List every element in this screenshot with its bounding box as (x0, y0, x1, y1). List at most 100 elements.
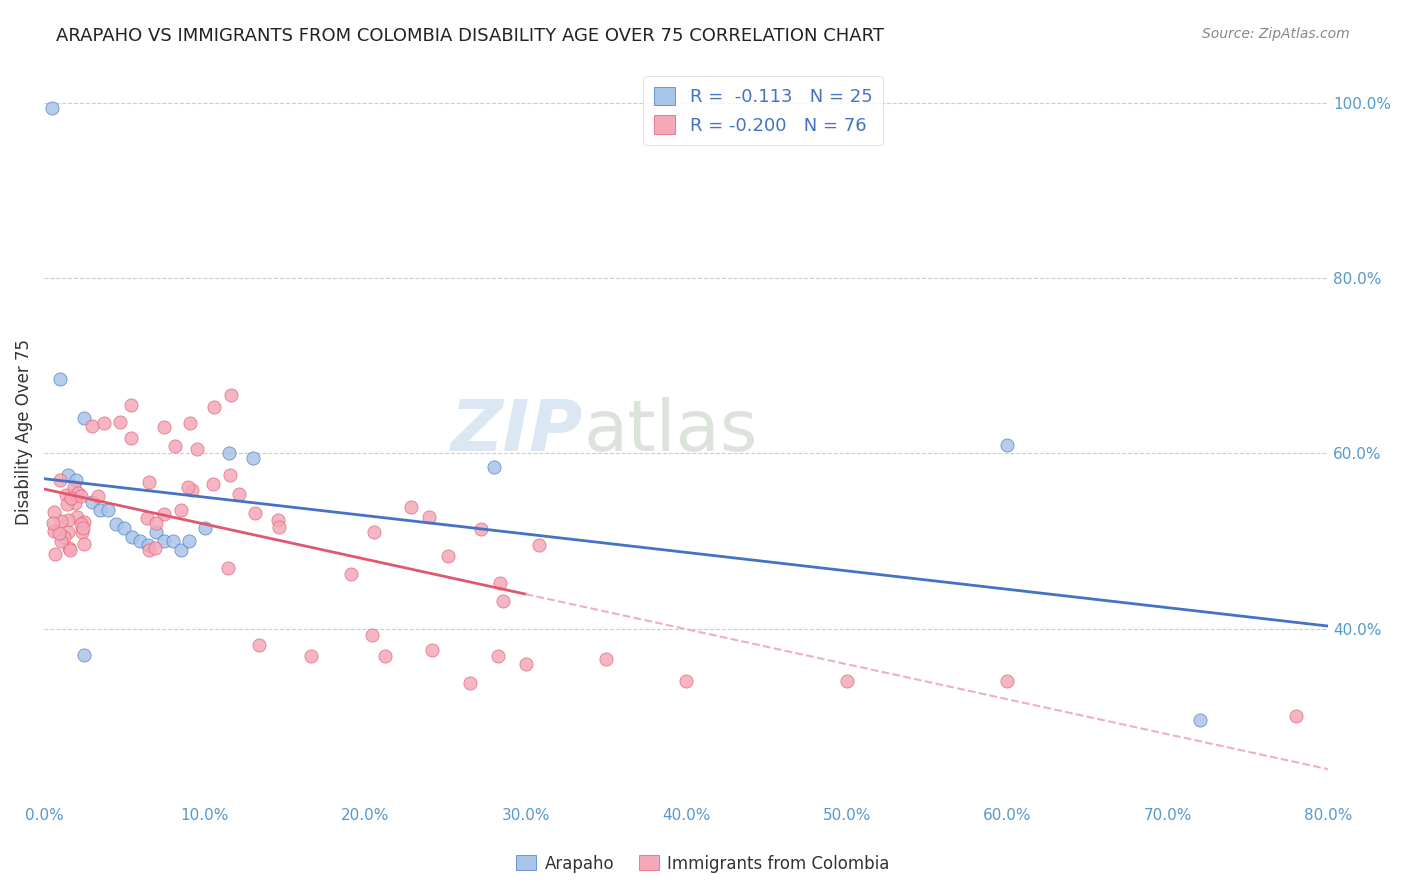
Point (56, 524, 79, 539)
Point (138, 538, 160, 552)
Point (93, 416, 115, 430)
Point (269, 520, 291, 534)
Point (105, 516, 128, 531)
Point (418, 510, 440, 524)
Point (153, 534, 176, 549)
Point (194, 521, 217, 535)
Point (145, 516, 167, 530)
Point (136, 511, 159, 525)
Point (242, 450, 264, 465)
Point (515, 657, 537, 671)
Point (153, 507, 176, 521)
Point (181, 483, 204, 497)
Point (340, 567, 363, 582)
Point (177, 534, 200, 549)
Point (72, 515, 94, 529)
Point (835, 674, 858, 689)
Point (221, 388, 243, 402)
Point (228, 486, 250, 500)
Point (186, 442, 208, 457)
Point (49, 514, 72, 528)
Point (145, 525, 167, 540)
Point (66, 486, 89, 500)
Point (44, 548, 66, 562)
Point (55, 488, 77, 502)
Point (87, 489, 110, 503)
Text: atlas: atlas (583, 397, 758, 467)
Point (129, 534, 152, 549)
Legend: Arapaho, Immigrants from Colombia: Arapaho, Immigrants from Colombia (509, 848, 897, 880)
Point (53, 530, 76, 544)
Point (218, 446, 240, 460)
Point (44, 524, 66, 539)
Point (73, 411, 96, 425)
Point (675, 674, 697, 689)
Point (58, 513, 80, 527)
Point (41, 101, 63, 115)
Point (995, 438, 1018, 452)
Point (58, 541, 80, 555)
Point (82, 419, 104, 434)
Point (492, 594, 515, 608)
Point (363, 525, 385, 540)
Point (374, 648, 396, 663)
Point (202, 401, 225, 415)
Point (243, 506, 266, 520)
Point (489, 575, 512, 590)
Point (460, 676, 482, 690)
Point (59, 542, 82, 557)
Point (65, 496, 87, 510)
Point (153, 419, 176, 434)
Point (82, 494, 104, 508)
Point (120, 431, 142, 445)
Point (169, 542, 191, 557)
Point (399, 500, 422, 514)
Point (1188, 714, 1211, 728)
Point (177, 480, 200, 494)
Point (163, 439, 186, 453)
Point (73, 648, 96, 662)
Point (162, 534, 184, 549)
Point (120, 398, 142, 412)
Point (108, 415, 131, 429)
Point (112, 521, 135, 535)
Legend: R =  -0.113   N = 25, R = -0.200   N = 76: R = -0.113 N = 25, R = -0.200 N = 76 (643, 76, 883, 145)
Point (66, 509, 89, 524)
Point (170, 503, 193, 517)
Text: Source: ZipAtlas.com: Source: ZipAtlas.com (1202, 27, 1350, 41)
Point (360, 627, 382, 641)
Point (420, 643, 443, 657)
Point (121, 530, 143, 544)
Point (1285, 709, 1308, 723)
Point (97, 503, 120, 517)
Point (995, 674, 1018, 689)
Point (89, 503, 111, 517)
Point (595, 652, 617, 666)
Point (44, 505, 66, 519)
Point (437, 549, 460, 563)
Point (143, 541, 166, 555)
Point (56, 468, 79, 483)
Point (72, 520, 94, 534)
Point (73, 537, 96, 551)
Point (63, 480, 86, 494)
Point (55, 497, 77, 511)
Point (70, 516, 93, 531)
Point (527, 538, 550, 552)
Point (217, 561, 239, 575)
Point (48, 526, 70, 541)
Point (48, 473, 70, 487)
Point (482, 459, 505, 474)
Point (70, 524, 93, 539)
Point (65, 473, 87, 487)
Point (486, 648, 509, 663)
Point (247, 638, 270, 652)
Point (219, 468, 242, 483)
Point (51, 533, 73, 548)
Point (49, 372, 72, 386)
Text: ARAPAHO VS IMMIGRANTS FROM COLOMBIA DISABILITY AGE OVER 75 CORRELATION CHART: ARAPAHO VS IMMIGRANTS FROM COLOMBIA DISA… (56, 27, 884, 45)
Point (70, 489, 93, 503)
Point (138, 542, 160, 557)
Point (138, 475, 160, 490)
Point (470, 522, 492, 536)
